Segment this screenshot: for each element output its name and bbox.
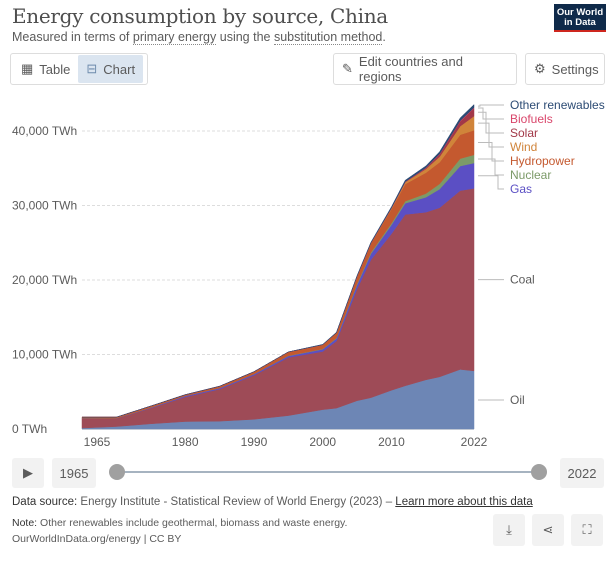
edit-countries-label: Edit countries and regions bbox=[358, 54, 463, 84]
play-icon: ▶ bbox=[23, 465, 33, 480]
settings-label: Settings bbox=[551, 61, 599, 77]
x-tick-label: 2000 bbox=[309, 435, 336, 449]
gear-icon: ⚙ bbox=[534, 61, 546, 76]
source-text: Energy Institute - Statistical Review of… bbox=[77, 496, 396, 508]
legend-connector bbox=[478, 175, 504, 190]
end-year[interactable]: 2022 bbox=[560, 458, 604, 488]
y-tick-label: 0 TWh bbox=[12, 422, 47, 436]
note-text: Other renewables include geothermal, bio… bbox=[37, 517, 348, 529]
note-label: Note: bbox=[12, 517, 38, 529]
legend-label-gas: Gas bbox=[510, 182, 532, 196]
legend-connector bbox=[478, 107, 504, 120]
x-tick-label: 2010 bbox=[378, 435, 405, 449]
tab-table-label: Table bbox=[39, 61, 71, 77]
timeline-end-handle[interactable] bbox=[531, 464, 547, 480]
y-tick-label: 20,000 TWh bbox=[12, 273, 77, 287]
subtitle-text: Measured in terms of bbox=[12, 30, 133, 44]
fullscreen-icon: ⛶ bbox=[582, 522, 592, 537]
fullscreen-button[interactable]: ⛶ bbox=[571, 514, 603, 546]
subtitle-text: . bbox=[382, 30, 386, 44]
download-icon: ⤓ bbox=[506, 522, 512, 537]
chart-icon: ⊟ bbox=[86, 61, 98, 76]
page-title: Energy consumption by source, China bbox=[12, 4, 388, 28]
share-icon: ⋖ bbox=[542, 522, 554, 537]
table-icon: ▦ bbox=[21, 61, 34, 76]
legend-label-oil: Oil bbox=[510, 393, 525, 407]
area-other-renewables bbox=[82, 103, 475, 418]
legend-connector bbox=[478, 142, 504, 162]
source-label: Data source: bbox=[12, 496, 78, 508]
primary-energy-link[interactable]: primary energy bbox=[132, 30, 217, 45]
tab-chart-label: Chart bbox=[103, 61, 136, 77]
legend-connector bbox=[478, 122, 504, 148]
x-tick-label: 1965 bbox=[84, 435, 111, 449]
x-tick-label: 1980 bbox=[172, 435, 199, 449]
pencil-icon: ✎ bbox=[342, 61, 353, 76]
legend-connector bbox=[478, 104, 504, 107]
legend-connector bbox=[478, 111, 504, 134]
x-tick-label: 1990 bbox=[241, 435, 268, 449]
y-tick-label: 30,000 TWh bbox=[12, 199, 77, 213]
tab-table[interactable]: ▦ Table bbox=[13, 55, 78, 83]
data-source: Data source: Energy Institute - Statisti… bbox=[12, 496, 533, 508]
timeline-start-handle[interactable] bbox=[109, 464, 125, 480]
legend-label-solar: Solar bbox=[510, 126, 538, 140]
owid-logo[interactable]: Our World in Data bbox=[554, 4, 606, 32]
timeline-track[interactable] bbox=[117, 471, 539, 473]
view-toggle: ▦ Table ⊟ Chart bbox=[10, 53, 148, 85]
legend-label-other-renewables: Other renewables bbox=[510, 98, 605, 112]
legend-label-hydropower: Hydropower bbox=[510, 154, 575, 168]
subtitle: Measured in terms of primary energy usin… bbox=[12, 30, 386, 45]
x-tick-label: 2022 bbox=[461, 435, 488, 449]
y-tick-label: 10,000 TWh bbox=[12, 348, 77, 362]
note: Note: Other renewables include geotherma… bbox=[12, 517, 347, 529]
start-year[interactable]: 1965 bbox=[52, 458, 96, 488]
legend-label-wind: Wind bbox=[510, 140, 537, 154]
chart: 0 TWh 10,000 TWh 20,000 TWh 30,000 TWh 40,00… bbox=[12, 98, 605, 449]
download-button[interactable]: ⤓ bbox=[493, 514, 525, 546]
play-button[interactable]: ▶ bbox=[12, 458, 44, 488]
tab-chart[interactable]: ⊟ Chart bbox=[78, 55, 144, 83]
share-button[interactable]: ⋖ bbox=[532, 514, 564, 546]
legend-label-biofuels: Biofuels bbox=[510, 112, 553, 126]
attribution[interactable]: OurWorldInData.org/energy | CC BY bbox=[12, 533, 182, 545]
legend-connector bbox=[478, 158, 504, 176]
learn-more-link[interactable]: Learn more about this data bbox=[395, 496, 533, 508]
edit-countries-button[interactable]: ✎ Edit countries and regions bbox=[333, 53, 517, 85]
substitution-method-link[interactable]: substitution method bbox=[273, 30, 383, 45]
legend-label-coal: Coal bbox=[510, 273, 535, 287]
legend-label-nuclear: Nuclear bbox=[510, 168, 551, 182]
y-tick-label: 40,000 TWh bbox=[12, 124, 77, 138]
subtitle-text: using the bbox=[216, 30, 274, 44]
settings-button[interactable]: ⚙ Settings bbox=[525, 53, 605, 85]
